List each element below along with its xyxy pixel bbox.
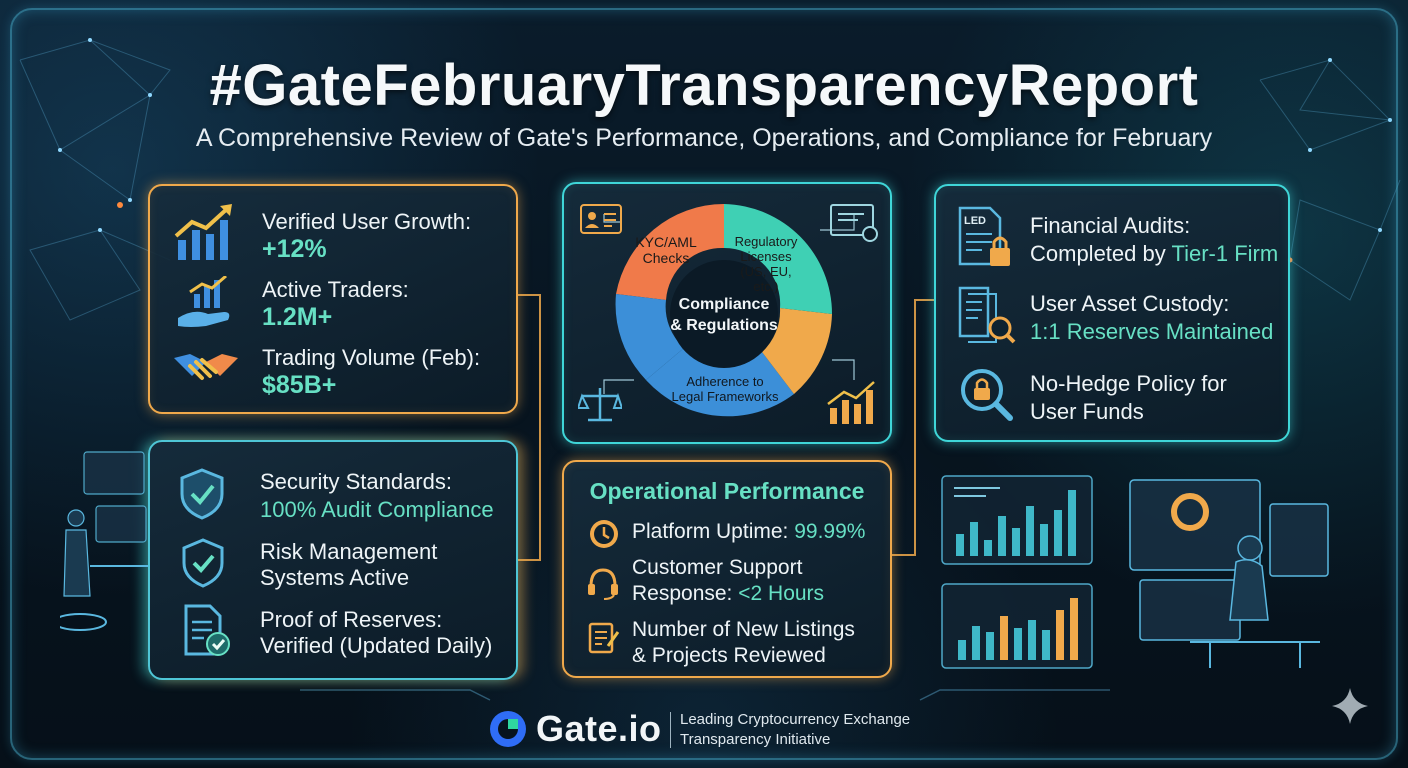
footer-divider [670,712,671,748]
support-line2: Response: <2 Hours [632,582,825,605]
financial-audits-value: Completed by Tier-1 Firm [1030,241,1279,266]
audit-panel: LED Financial Audits: Completed by Tier-… [934,184,1290,442]
compliance-center-label: Compliance & Regulations [670,296,778,334]
scales-icon [578,388,622,422]
active-traders-label: Active Traders: [262,277,409,302]
active-traders-value: 1.2M+ [262,303,333,331]
sparkle-icon [1332,688,1368,724]
donut-segment-kyc [616,204,724,300]
financial-audits-label: Financial Audits: [1030,213,1191,238]
uptime-value: 99.99% [794,520,866,543]
verified-user-growth-label: Verified User Growth: [262,209,472,234]
led-icon-text: LED [964,215,986,227]
proof-of-reserves-label: Proof of Reserves: [260,607,443,632]
risk-management-label: Risk Management [260,539,438,564]
document-check-icon [184,604,230,656]
gate-logo[interactable]: Gate.io [488,708,662,750]
shield-check-icon [180,468,224,520]
shield-check-outline-icon [182,538,224,588]
donut-segment-blue-left [615,294,684,380]
security-standards-label: Security Standards: [260,469,452,494]
segment-legal-label: Adherence to Legal Frameworks [671,374,779,404]
page-subtitle: A Comprehensive Review of Gate's Perform… [195,124,1213,152]
footer-tagline: Leading Cryptocurrency Exchange Transpar… [680,711,911,748]
donut-segment-orange-right [762,308,832,394]
documents-search-icon [958,286,1016,344]
segment-kyc-label: KYC/AML Checks [635,234,697,266]
headset-icon [588,568,618,600]
security-standards-value: 100% Audit Compliance [260,497,494,522]
proof-of-reserves-value: Verified (Updated Daily) [260,633,493,658]
certificate-icon [830,204,878,242]
led-document-lock-icon: LED [958,206,1010,266]
magnifier-lock-icon [961,369,1013,421]
compliance-panel: KYC/AML Checks Regulatory Licenses (US, EU… [562,182,892,444]
trader-illustration [60,451,148,631]
hand-chart-icon [178,276,230,327]
gate-logo-icon [490,711,526,747]
growth-chart-icon [174,204,232,260]
gate-brand-text: Gate.io [536,708,662,749]
no-hedge-value: User Funds [1030,399,1144,424]
security-panel: Security Standards: 100% Audit Complianc… [148,440,518,680]
support-response-value: <2 Hours [738,582,825,605]
compliance-donut [603,204,855,417]
growth-panel: Verified User Growth: +12% Active Trader… [148,184,518,414]
segment-regulatory-label: Regulatory Licenses (US, EU, etc.) [734,234,798,294]
operations-title: Operational Performance [589,478,865,504]
handshake-icon [174,354,238,380]
outer-frame [10,8,1398,760]
id-card-icon [580,204,622,234]
trading-volume-label: Trading Volume (Feb): [262,345,481,370]
user-asset-custody-value: 1:1 Reserves Maintained [1030,319,1274,344]
listings-line2: & Projects Reviewed [632,644,826,667]
page-title: #GateFebruaryTransparencyReport [209,53,1199,118]
verified-user-growth-value: +12% [262,235,327,263]
listings-line1: Number of New Listings [632,618,855,641]
donut-segment-legal [646,348,794,417]
notepad-icon [588,622,620,654]
no-hedge-label: No-Hedge Policy for [1030,371,1227,396]
operations-panel: Operational Performance Platform Uptime:… [562,460,892,678]
support-line1: Customer Support [632,556,803,579]
user-asset-custody-label: User Asset Custody: [1030,291,1230,316]
analytics-illustration [941,475,1329,669]
bar-chart-icon [827,381,875,424]
trading-volume-value: $85B+ [262,371,337,399]
uptime-row: Platform Uptime: 99.99% [632,520,866,543]
clock-icon [590,520,618,548]
risk-management-value: Systems Active [260,565,410,590]
donut-segment-regulatory [724,204,832,314]
